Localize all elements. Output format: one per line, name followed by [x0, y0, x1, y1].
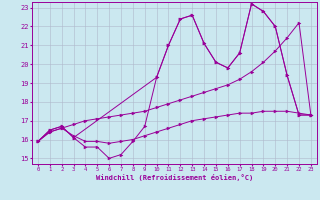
- X-axis label: Windchill (Refroidissement éolien,°C): Windchill (Refroidissement éolien,°C): [96, 174, 253, 181]
